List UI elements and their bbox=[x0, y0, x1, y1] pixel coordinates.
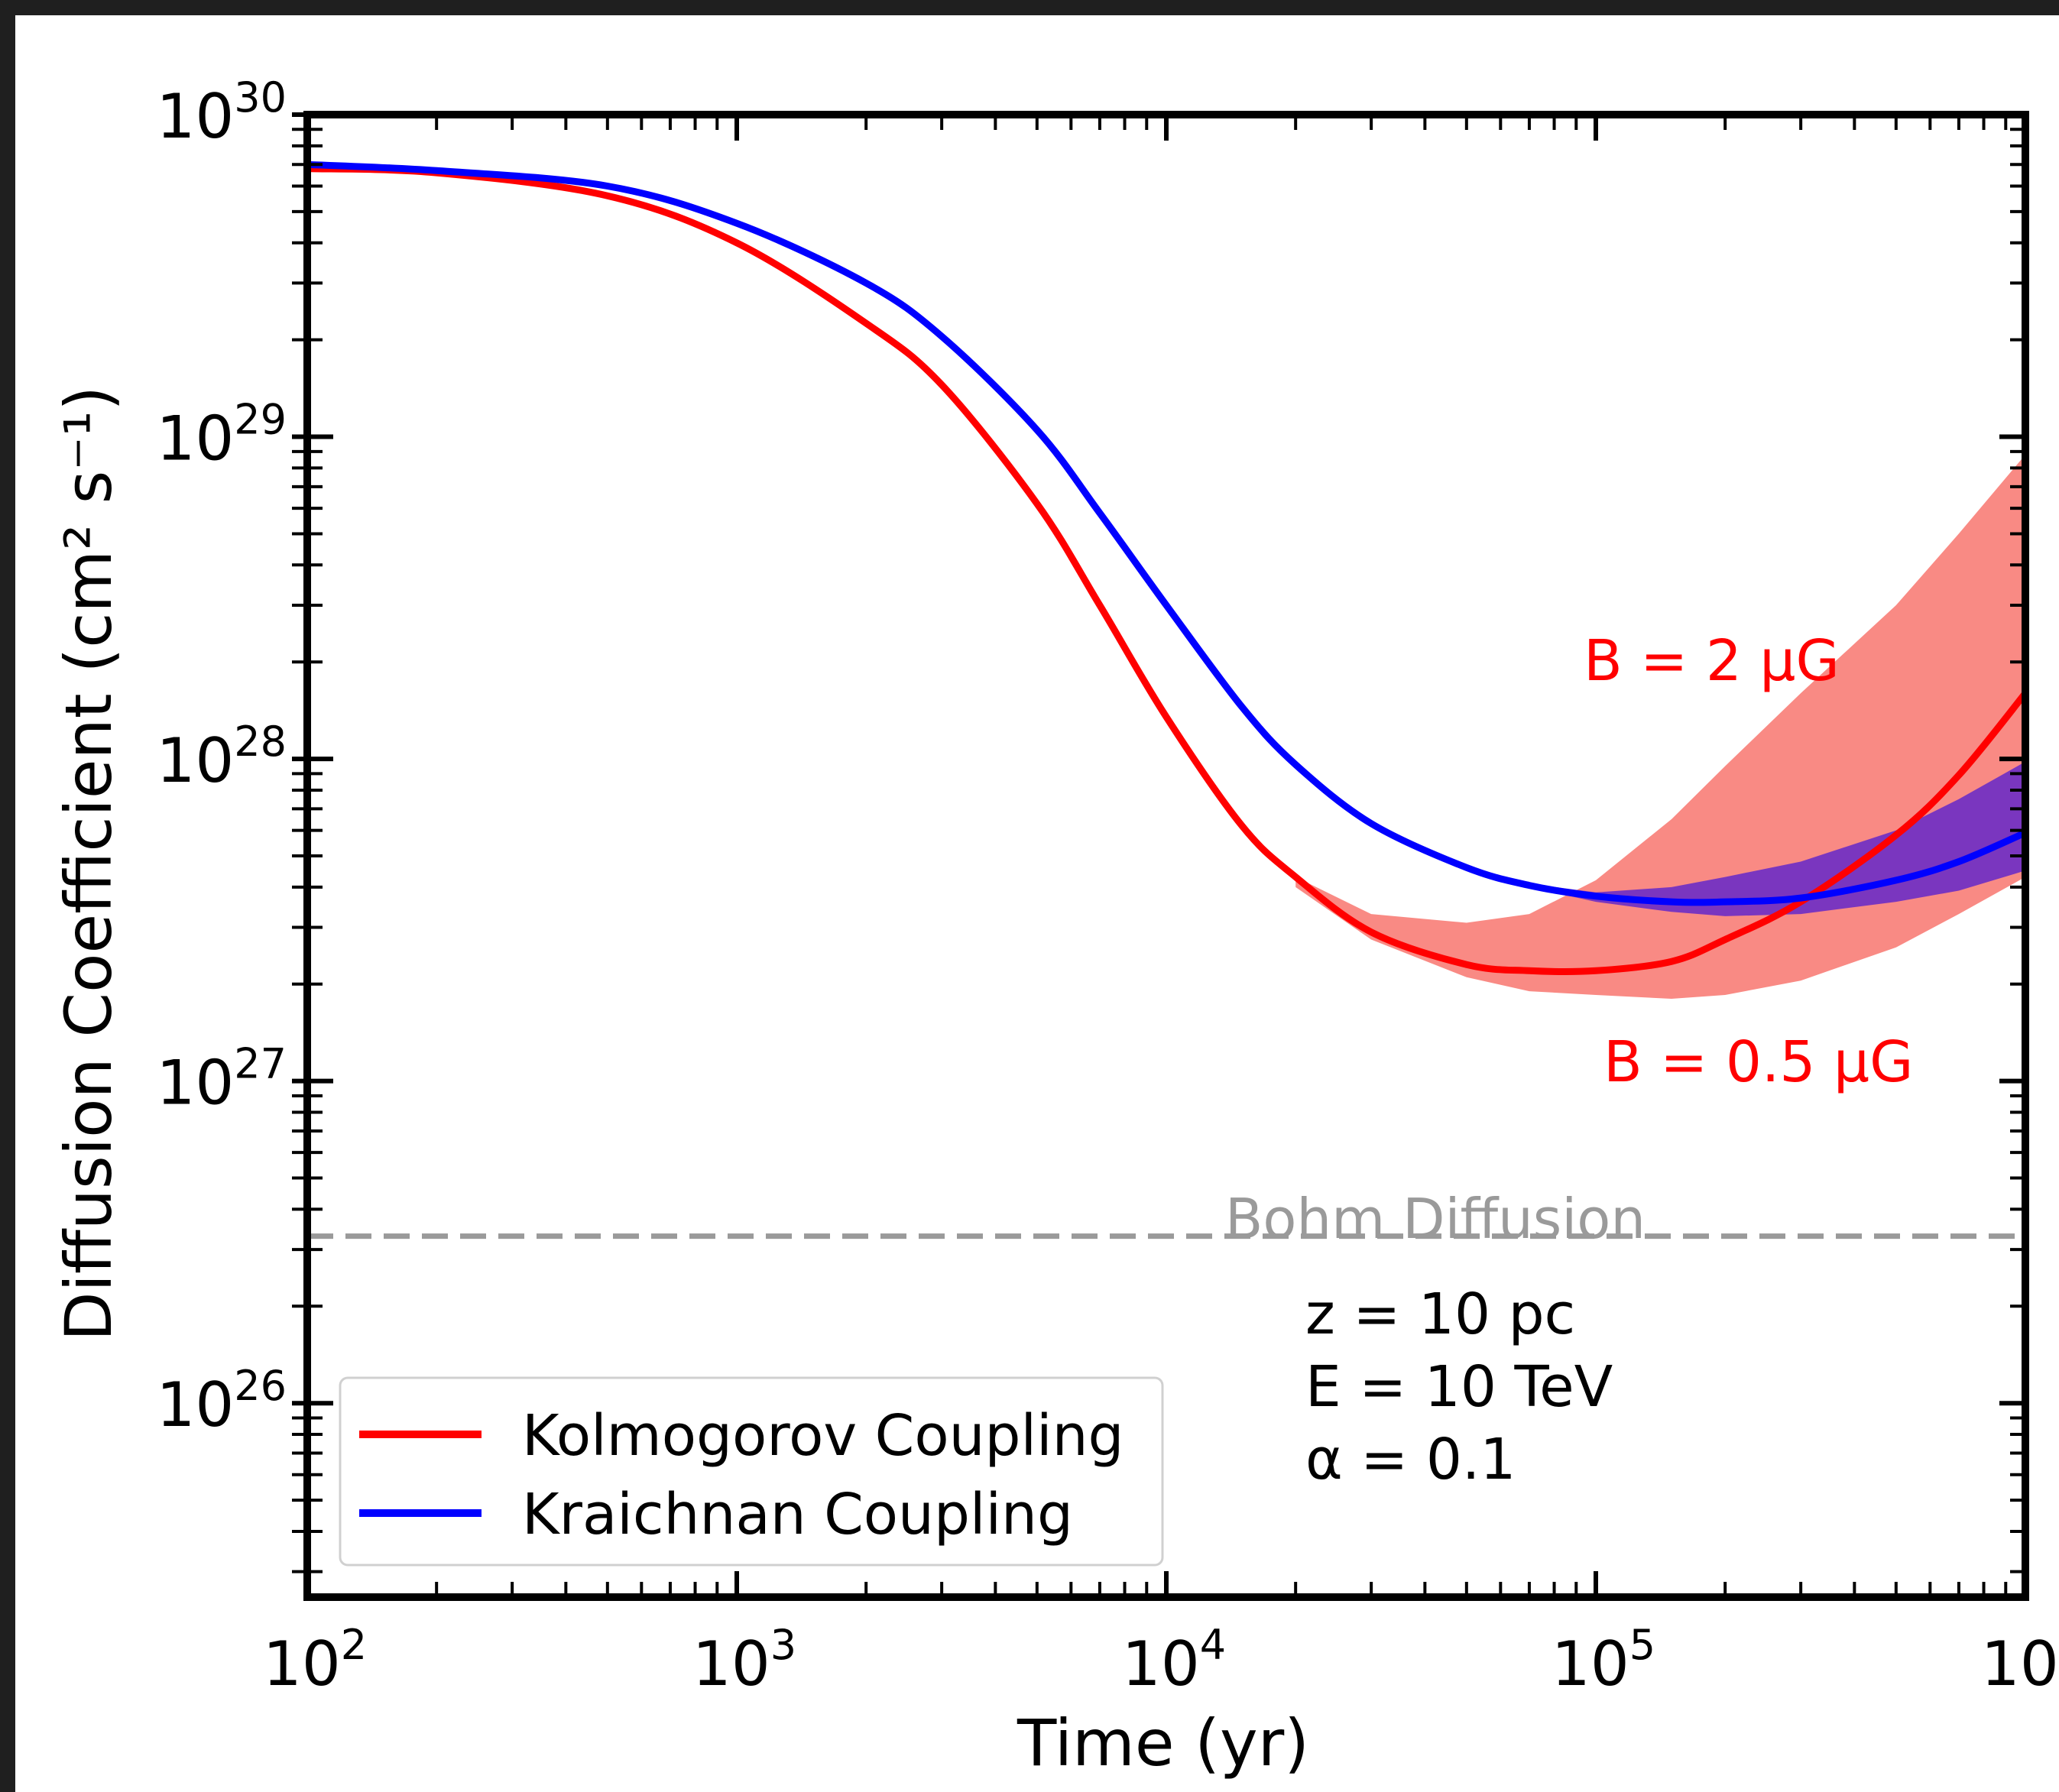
series-line-kraichnan-coupling bbox=[306, 160, 2027, 906]
parameter-z: z = 10 pc bbox=[1305, 1282, 1575, 1347]
x-axis-title: Time (yr) bbox=[1017, 1706, 1309, 1781]
y-axis-title: Diffusion Coefficient (cm² s⁻¹) bbox=[51, 386, 126, 1341]
y-tick-label: 1029 bbox=[156, 396, 287, 475]
legend: Kolmogorov Coupling Kraichnan Coupling bbox=[339, 1376, 1164, 1567]
legend-label-kolmogorov: Kolmogorov Coupling bbox=[522, 1403, 1124, 1469]
x-tick-label: 104 bbox=[1122, 1621, 1226, 1700]
legend-box bbox=[339, 1376, 1164, 1567]
y-tick-label: 1030 bbox=[156, 73, 287, 152]
y-tick-label: 1026 bbox=[156, 1362, 287, 1440]
x-tick-labels: 102 103 104 105 106 bbox=[263, 1621, 2059, 1700]
x-tick-label: 105 bbox=[1552, 1621, 1655, 1700]
bohm-diffusion-label: Bohm Diffusion bbox=[1225, 1187, 1646, 1251]
y-tick-label: 1028 bbox=[156, 718, 287, 796]
band-kolmogorov-coupling bbox=[1295, 455, 2025, 999]
annotation-b-0-5uG: B = 0.5 μG bbox=[1603, 1029, 1913, 1095]
data-curves bbox=[306, 160, 2028, 976]
figure: 102 103 104 105 106 1026 1027 1028 1029 … bbox=[15, 15, 2059, 1792]
y-tick-labels: 1026 1027 1028 1029 1030 bbox=[156, 73, 287, 1440]
annotation-b-2uG: B = 2 μG bbox=[1584, 628, 1840, 694]
y-tick-label: 1027 bbox=[156, 1040, 287, 1119]
legend-label-kraichnan: Kraichnan Coupling bbox=[522, 1482, 1073, 1547]
diffusion-coefficient-chart: 102 103 104 105 106 1026 1027 1028 1029 … bbox=[51, 73, 2059, 1781]
x-tick-label: 106 bbox=[1981, 1621, 2059, 1700]
plot-frame bbox=[303, 111, 2029, 1601]
parameter-alpha: α = 0.1 bbox=[1305, 1427, 1516, 1492]
series-line-kolmogorov-coupling bbox=[306, 165, 2028, 976]
x-tick-label: 103 bbox=[692, 1621, 796, 1700]
x-tick-label: 102 bbox=[263, 1621, 367, 1700]
parameter-e: E = 10 TeV bbox=[1305, 1354, 1613, 1420]
uncertainty-bands bbox=[1295, 455, 2025, 999]
